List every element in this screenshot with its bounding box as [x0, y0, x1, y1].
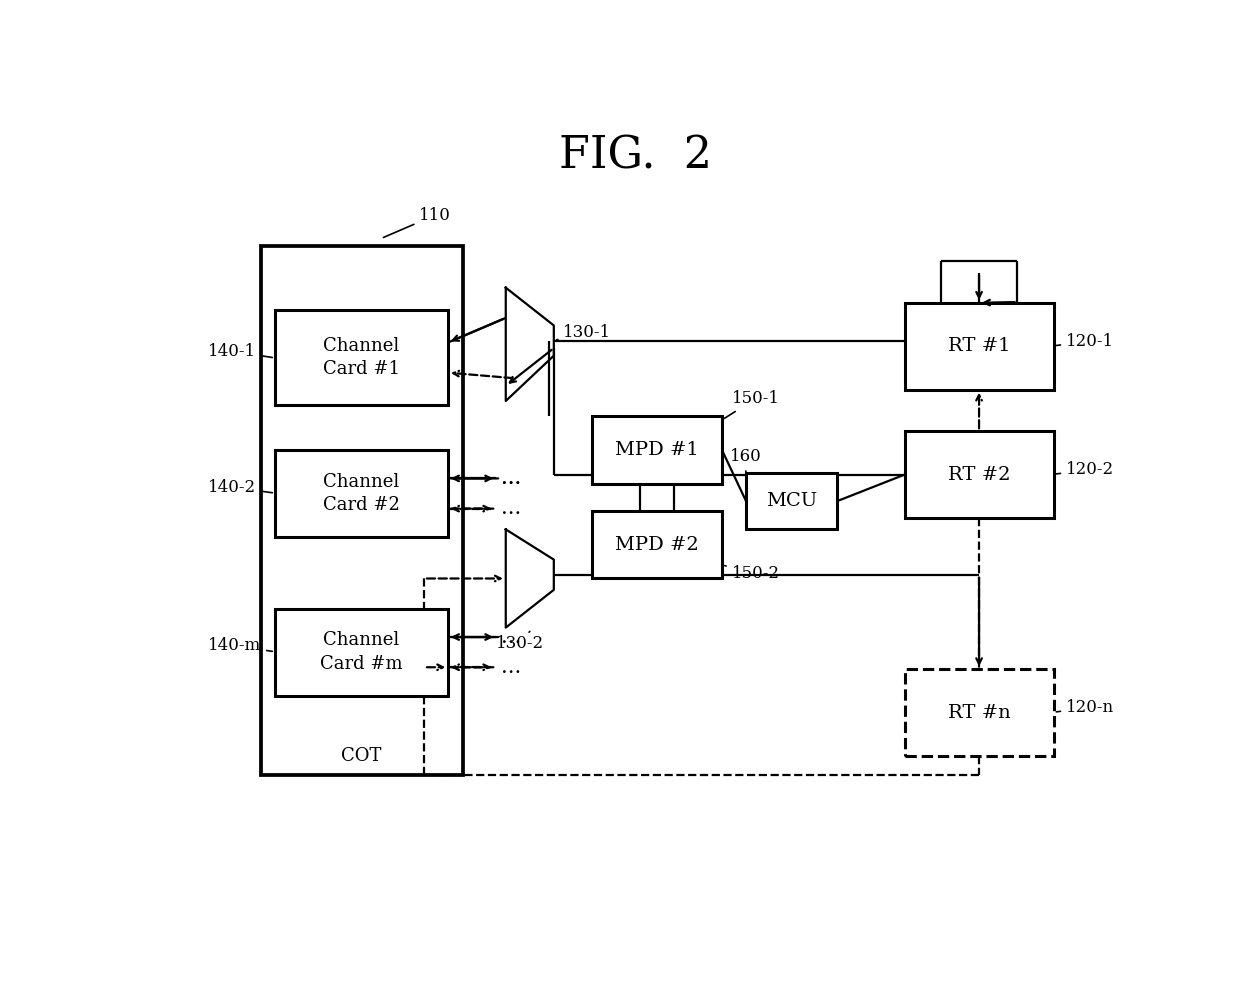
- Text: MPD #2: MPD #2: [615, 536, 699, 553]
- Text: Channel
Card #1: Channel Card #1: [324, 336, 401, 379]
- Text: 130-2: 130-2: [496, 632, 544, 652]
- Text: Channel
Card #2: Channel Card #2: [324, 473, 401, 514]
- Text: ...: ...: [501, 628, 521, 646]
- Text: ...: ...: [501, 469, 521, 488]
- Text: RT #1: RT #1: [947, 337, 1011, 355]
- FancyBboxPatch shape: [593, 416, 722, 484]
- FancyBboxPatch shape: [275, 450, 448, 537]
- Text: Channel
Card #m: Channel Card #m: [320, 632, 403, 673]
- FancyBboxPatch shape: [593, 510, 722, 579]
- Text: 120-n: 120-n: [1056, 699, 1115, 716]
- FancyBboxPatch shape: [275, 608, 448, 696]
- Text: MPD #1: MPD #1: [615, 441, 699, 459]
- Text: 140-2: 140-2: [208, 479, 273, 495]
- Text: 140-m: 140-m: [208, 638, 273, 654]
- Text: 110: 110: [383, 207, 451, 237]
- Text: MCU: MCU: [766, 492, 817, 510]
- FancyBboxPatch shape: [260, 246, 463, 775]
- FancyBboxPatch shape: [905, 432, 1054, 518]
- FancyBboxPatch shape: [905, 303, 1054, 389]
- FancyBboxPatch shape: [746, 473, 837, 530]
- Text: FIG.  2: FIG. 2: [559, 133, 712, 178]
- Text: 150-2: 150-2: [724, 565, 780, 583]
- FancyBboxPatch shape: [275, 310, 448, 405]
- FancyBboxPatch shape: [905, 669, 1054, 756]
- Text: RT #2: RT #2: [947, 466, 1011, 484]
- Text: 120-1: 120-1: [1056, 333, 1115, 350]
- Text: ...: ...: [501, 657, 521, 677]
- Text: 160: 160: [729, 448, 761, 478]
- Text: 140-1: 140-1: [208, 342, 273, 360]
- Text: 130-1: 130-1: [557, 324, 611, 340]
- Text: COT: COT: [341, 747, 382, 765]
- Text: 120-2: 120-2: [1056, 461, 1115, 479]
- Text: ...: ...: [501, 469, 521, 488]
- Text: ...: ...: [501, 499, 521, 518]
- Text: RT #n: RT #n: [947, 703, 1011, 722]
- Text: 150-1: 150-1: [724, 390, 780, 418]
